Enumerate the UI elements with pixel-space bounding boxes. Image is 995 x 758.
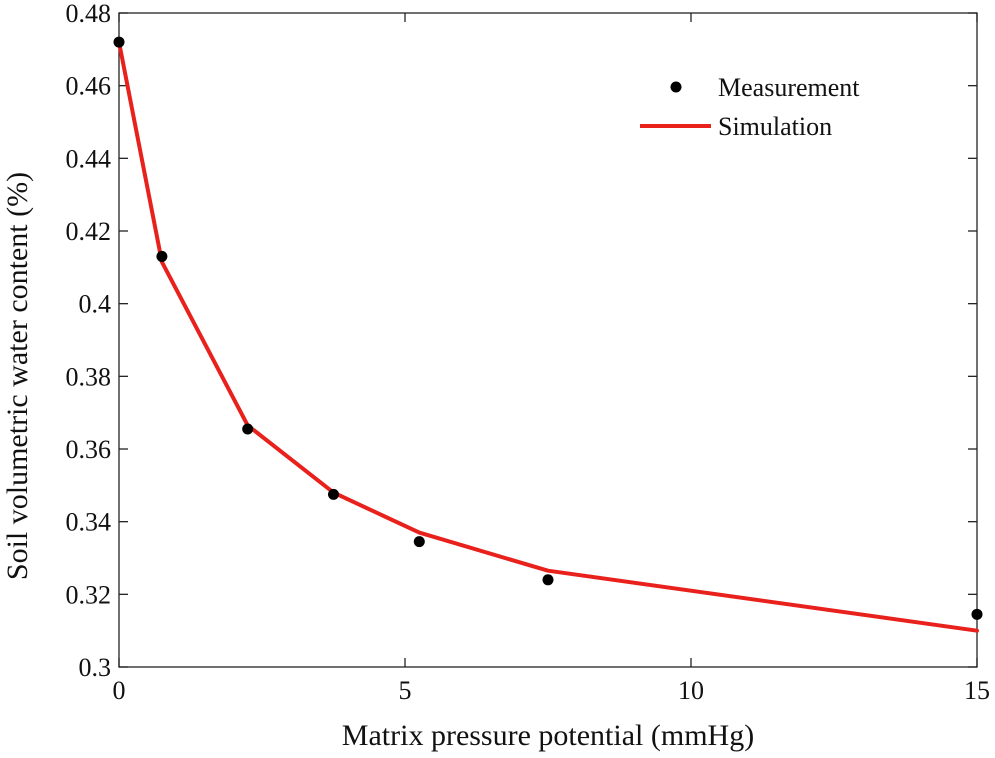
legend-measurement-label: Measurement bbox=[718, 73, 860, 102]
legend-measurement-marker bbox=[670, 81, 682, 93]
measurement-point bbox=[328, 488, 339, 500]
x-axis-label: Matrix pressure potential (mmHg) bbox=[342, 719, 754, 752]
measurement-point bbox=[971, 608, 983, 620]
simulation-line bbox=[117, 40, 979, 633]
x-tick-label: 15 bbox=[964, 676, 990, 705]
y-tick-label: 0.36 bbox=[66, 435, 112, 464]
x-tick-label: 10 bbox=[678, 676, 704, 705]
x-tick-label: 0 bbox=[113, 676, 126, 705]
y-tick-label: 0.42 bbox=[66, 217, 112, 246]
y-tick-label: 0.32 bbox=[66, 580, 112, 609]
y-tick-label: 0.48 bbox=[66, 0, 112, 28]
measurement-point bbox=[113, 36, 125, 48]
y-tick-label: 0.4 bbox=[79, 290, 112, 319]
y-tick-label: 0.38 bbox=[66, 362, 112, 391]
measurement-point bbox=[542, 574, 554, 586]
y-axis-label: Soil volumetric water content (%) bbox=[1, 172, 34, 580]
measurement-point bbox=[156, 250, 168, 262]
y-tick-label: 0.3 bbox=[79, 653, 112, 682]
y-tick-label: 0.34 bbox=[66, 508, 112, 537]
measurement-point bbox=[413, 536, 425, 548]
x-tick-label: 5 bbox=[399, 676, 412, 705]
legend-simulation-label: Simulation bbox=[718, 112, 832, 141]
plot-frame bbox=[118, 12, 978, 668]
y-tick-label: 0.46 bbox=[66, 72, 112, 101]
y-tick-label: 0.44 bbox=[66, 144, 112, 173]
measurement-point bbox=[242, 423, 254, 435]
